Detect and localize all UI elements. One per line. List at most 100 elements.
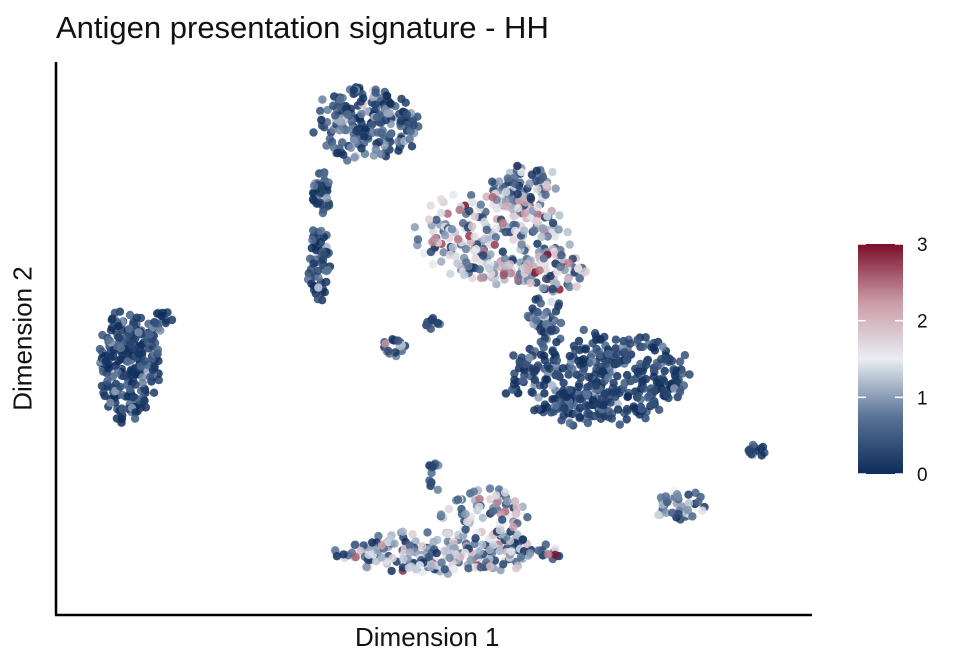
scatter-point (534, 393, 543, 402)
scatter-point (554, 299, 564, 308)
scatter-point (622, 370, 632, 380)
scatter-point (313, 266, 323, 275)
scatter-point (498, 515, 507, 524)
scatter-point (675, 388, 685, 397)
scatter-point (125, 339, 135, 349)
scatter-point (604, 406, 613, 416)
scatter-point (541, 540, 550, 549)
scatter-point (397, 94, 406, 104)
scatter-point (468, 198, 477, 207)
scatter-point (486, 562, 495, 571)
scatter-point (464, 262, 473, 271)
scatter-point (119, 371, 129, 381)
scatter-point (557, 416, 566, 425)
chart-title: Antigen presentation signature - HH (56, 10, 549, 45)
scatter-point (329, 101, 338, 110)
scatter-point (437, 208, 446, 217)
scatter-point (114, 333, 123, 342)
scatter-point (584, 372, 593, 382)
scatter-point (661, 492, 670, 501)
scatter-point (501, 187, 511, 197)
scatter-point (518, 502, 527, 511)
scatter-point (604, 373, 613, 383)
scatter-point (532, 316, 541, 325)
scatter-point (533, 307, 542, 317)
scatter-point (471, 245, 481, 254)
scatter-point (516, 552, 526, 562)
scatter-point (509, 351, 518, 360)
scatter-point (138, 378, 147, 388)
scatter-point (353, 125, 362, 134)
scatter-point (576, 395, 585, 404)
scatter-point (346, 143, 355, 152)
scatter-point (377, 150, 386, 159)
scatter-point (304, 269, 313, 278)
scatter-point (123, 357, 132, 366)
scatter-point (399, 554, 408, 564)
scatter-point (649, 366, 659, 375)
scatter-point (548, 167, 557, 177)
scatter-point (318, 95, 327, 104)
scatter-point (402, 110, 412, 119)
scatter-point (622, 415, 631, 424)
scatter-point (564, 370, 573, 379)
colorbar-tick-label: 3 (917, 235, 928, 256)
scatter-point (509, 211, 518, 221)
scatter-point (478, 540, 487, 549)
scatter-point (574, 264, 583, 273)
scatter-point (118, 350, 127, 359)
scatter-point (443, 209, 452, 218)
scatter-point (604, 349, 613, 358)
scatter-point (335, 117, 344, 126)
scatter-point (428, 316, 437, 325)
scatter-point (367, 120, 376, 130)
scatter-point (523, 266, 533, 275)
scatter-point (560, 404, 569, 413)
scatter-point (606, 398, 615, 407)
scatter-point (461, 244, 471, 254)
scatter-point (427, 478, 436, 487)
scatter-point (523, 513, 532, 522)
scatter-point (463, 517, 472, 526)
scatter-point (655, 405, 664, 414)
scatter-point (471, 534, 480, 543)
scatter-point (361, 125, 371, 134)
scatter-point (513, 161, 522, 171)
scatter-point (590, 329, 600, 338)
scatter-point (525, 179, 534, 188)
scatter-point (106, 353, 116, 362)
scatter-point (538, 339, 547, 349)
scatter-point (449, 190, 458, 199)
scatter-point (440, 546, 449, 556)
scatter-point (150, 362, 159, 371)
scatter-point (320, 288, 329, 297)
scatter-point (357, 144, 366, 153)
scatter-point (520, 226, 529, 235)
scatter-point (314, 283, 323, 292)
scatter-point (313, 294, 323, 304)
scatter-point (648, 399, 657, 408)
scatter-point (518, 535, 528, 544)
scatter-point (387, 566, 396, 576)
scatter-point (532, 166, 541, 175)
scatter-point (563, 275, 572, 284)
scatter-point (424, 215, 434, 224)
scatter-point (492, 491, 501, 500)
scatter-point (565, 240, 574, 249)
scatter-point (309, 128, 318, 137)
scatter-point (134, 349, 144, 358)
scatter-point (137, 340, 146, 350)
scatter-point (507, 547, 516, 556)
scatter-point (377, 541, 386, 550)
scatter-point (388, 553, 397, 563)
scatter-point (140, 356, 149, 366)
scatter-point (678, 369, 687, 378)
scatter-point (510, 179, 519, 188)
scatter-point (107, 323, 117, 332)
scatter-point (680, 351, 690, 360)
scatter-point (557, 250, 566, 260)
scatter-point (308, 235, 317, 245)
scatter-point (513, 189, 522, 199)
scatter-point (144, 344, 153, 353)
scatter-point (460, 271, 469, 280)
